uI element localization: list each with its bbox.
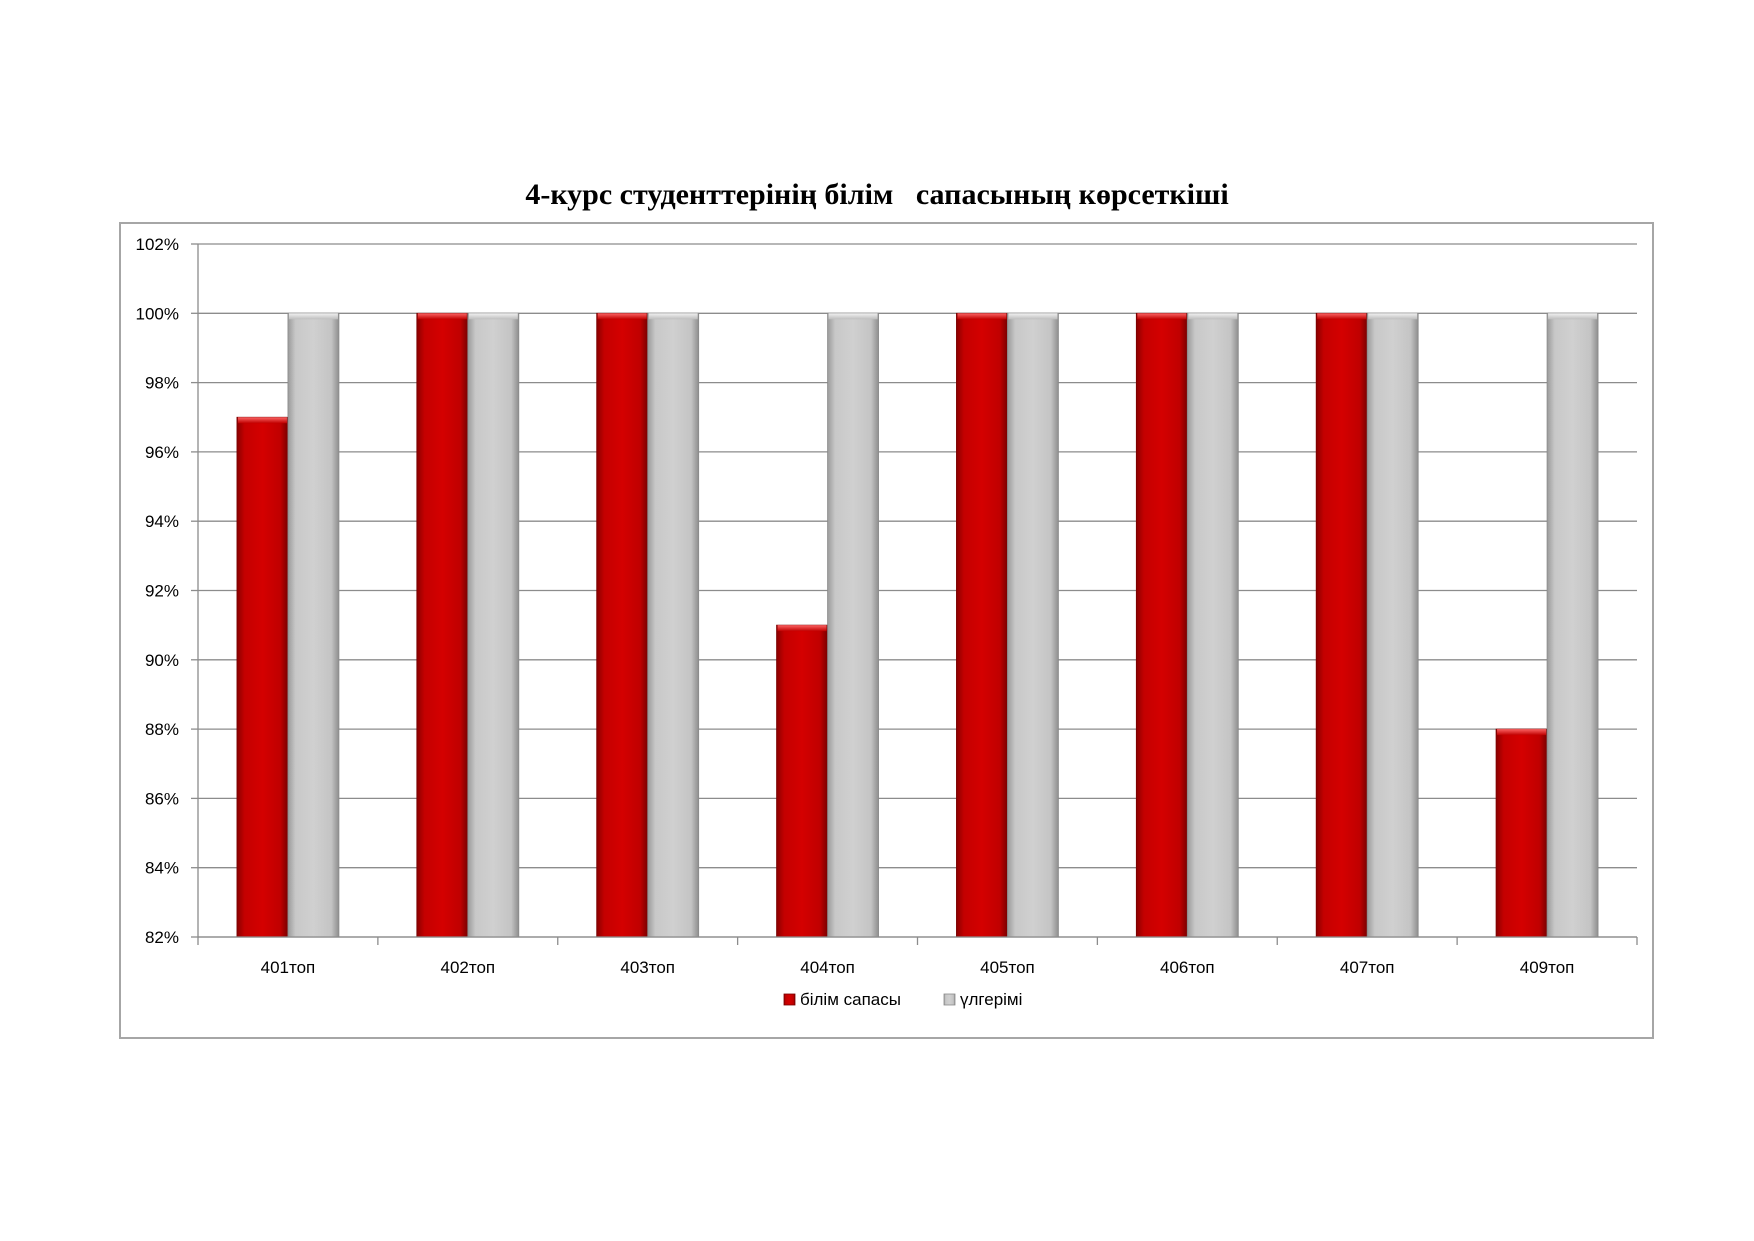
x-tick-label: 406топ bbox=[1160, 958, 1215, 977]
bar-bilim-sapasy bbox=[236, 416, 289, 938]
bar-ulgerimi bbox=[1007, 312, 1059, 938]
bar-bevel bbox=[1368, 313, 1418, 320]
bar-bevel bbox=[1497, 729, 1547, 736]
bar-bevel bbox=[828, 313, 878, 320]
bar-bilim-sapasy bbox=[956, 312, 1008, 938]
bar-bilim-sapasy bbox=[1135, 312, 1188, 938]
bar-bilim-sapasy bbox=[1495, 728, 1548, 938]
y-tick-label: 98% bbox=[145, 374, 179, 393]
bar-bilim-sapasy bbox=[596, 312, 649, 938]
bar-ulgerimi bbox=[1546, 312, 1599, 938]
bar-ulgerimi bbox=[1186, 312, 1239, 938]
bar-ulgerimi bbox=[467, 312, 520, 938]
legend-swatch-bilim-sapasy bbox=[783, 993, 796, 1006]
x-tick-label: 405топ bbox=[980, 958, 1035, 977]
x-tick-label: 404топ bbox=[800, 958, 855, 977]
y-tick-label: 94% bbox=[145, 512, 179, 531]
y-tick-label: 102% bbox=[136, 235, 179, 254]
bar-bevel bbox=[288, 313, 338, 320]
bar-ulgerimi bbox=[827, 312, 879, 938]
y-tick-label: 88% bbox=[145, 720, 179, 739]
bar-bilim-sapasy bbox=[776, 624, 828, 938]
x-tick-label: 409топ bbox=[1520, 958, 1575, 977]
bars bbox=[236, 312, 1599, 938]
y-tick-label: 100% bbox=[136, 304, 179, 323]
y-tick-label: 92% bbox=[145, 582, 179, 601]
bar-bevel bbox=[1188, 313, 1238, 320]
bar-bevel bbox=[237, 417, 287, 424]
y-tick-label: 86% bbox=[145, 789, 179, 808]
legend-label: білім сапасы bbox=[800, 990, 901, 1009]
legend-label: үлгерімі bbox=[960, 990, 1022, 1009]
bar-bevel bbox=[648, 313, 698, 320]
bar-bevel bbox=[1137, 313, 1187, 320]
bar-bevel bbox=[597, 313, 647, 320]
y-tick-label: 96% bbox=[145, 443, 179, 462]
bar-bevel bbox=[417, 313, 467, 320]
bar-bevel bbox=[468, 313, 518, 320]
x-tick-label: 402топ bbox=[441, 958, 496, 977]
bar-bevel bbox=[777, 625, 827, 632]
gridlines bbox=[198, 243, 1637, 938]
legend-swatch-ulgerimi bbox=[943, 993, 956, 1006]
bar-ulgerimi bbox=[647, 312, 700, 938]
axes: 82% 84% 86% 88% 90% 92% 94% 96% 98% 100% 102% 401то… bbox=[136, 235, 1638, 977]
x-tick-label: 407топ bbox=[1340, 958, 1395, 977]
bar-bilim-sapasy bbox=[1315, 312, 1368, 938]
x-tick-label: 403топ bbox=[620, 958, 675, 977]
bar-bevel bbox=[957, 313, 1007, 320]
bar-bevel bbox=[1548, 313, 1598, 320]
legend: білім сапасы үлгерімі bbox=[783, 990, 1022, 1009]
y-tick-label: 84% bbox=[145, 859, 179, 878]
y-tick-label: 90% bbox=[145, 651, 179, 670]
y-tick-label: 82% bbox=[145, 928, 179, 947]
bar-ulgerimi bbox=[287, 312, 340, 938]
bar-ulgerimi bbox=[1366, 312, 1419, 938]
bar-bilim-sapasy bbox=[416, 312, 469, 938]
chart-title: 4-курс студенттерінің білім сапасының кө… bbox=[525, 178, 1229, 211]
bar-bevel bbox=[1008, 313, 1058, 320]
x-tick-label: 401топ bbox=[261, 958, 316, 977]
bar-bevel bbox=[1317, 313, 1367, 320]
